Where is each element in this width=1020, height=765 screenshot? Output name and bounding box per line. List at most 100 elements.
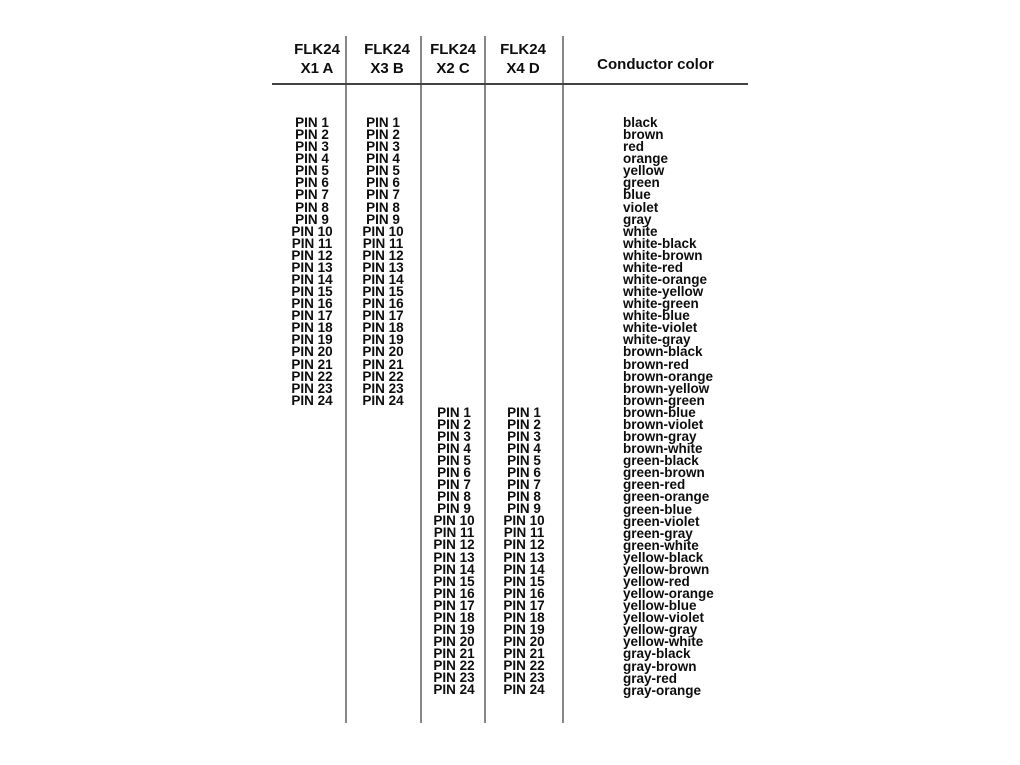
pin-label-x4d: PIN 21 [503, 646, 545, 662]
pin-label-x4d: PIN 11 [503, 525, 545, 541]
header-x4d-line1: FLK24 [500, 41, 546, 58]
conductor-color-label: black [623, 115, 658, 130]
pin-label-x3b: PIN 11 [362, 235, 404, 251]
pin-label-x4d: PIN 5 [507, 452, 541, 468]
conductor-color-label: green-blue [623, 501, 693, 517]
pin-label-x1a: PIN 8 [295, 199, 329, 215]
conductor-color-label: gray-red [623, 670, 678, 686]
pin-label-x4d: PIN 1 [507, 404, 541, 420]
conductor-color-label: yellow-orange [623, 586, 714, 602]
header-rule [272, 83, 748, 85]
header-x2c-line2: X2 C [436, 60, 470, 77]
pin-label-x3b: PIN 24 [362, 392, 404, 408]
pin-label-x4d: PIN 4 [507, 440, 541, 456]
conductor-color-label: brown-orange [623, 368, 713, 384]
conductor-color-label: violet [623, 199, 659, 215]
pin-label-x1a: PIN 16 [291, 296, 333, 312]
pin-label-x3b: PIN 13 [362, 259, 404, 275]
conductor-color-label: green [623, 175, 660, 191]
header-x3b-line2: X3 B [370, 60, 404, 77]
conductor-color-label: white-blue [623, 308, 690, 324]
column-header-x2c: FLK24 X2 C [403, 40, 503, 78]
pin-label-x2c: PIN 18 [433, 609, 475, 625]
pin-label-x2c: PIN 15 [433, 573, 475, 589]
pin-label-x3b: PIN 23 [362, 380, 404, 396]
conductor-color-label: gray-black [623, 646, 691, 662]
conductor-color-label: white-gray [623, 332, 691, 348]
conductor-color-label: yellow-black [623, 549, 704, 565]
pin-label-x3b: PIN 8 [366, 199, 400, 215]
pin-label-x4d: PIN 15 [503, 573, 545, 589]
pin-label-x3b: PIN 5 [366, 163, 400, 179]
column-divider-3 [484, 36, 486, 723]
conductor-color-label: green-orange [623, 489, 710, 505]
pin-label-x3b: PIN 17 [362, 308, 404, 324]
conductor-color-label: white-orange [623, 272, 708, 288]
pin-label-x2c: PIN 13 [433, 549, 475, 565]
pin-label-x4d: PIN 20 [503, 634, 545, 650]
conductor-color-label: white-black [623, 235, 697, 251]
conductor-color-label: blue [623, 187, 651, 203]
pin-label-x1a: PIN 21 [291, 356, 333, 372]
pin-label-x1a: PIN 22 [291, 368, 333, 384]
conductor-color-label: green-brown [623, 465, 705, 481]
conductor-color-label: gray-orange [623, 682, 702, 698]
pin-label-x2c: PIN 23 [433, 670, 475, 686]
pin-label-x3b: PIN 10 [362, 223, 404, 239]
pin-label-x4d: PIN 18 [503, 609, 545, 625]
pin-label-x1a: PIN 19 [291, 332, 333, 348]
conductor-color-label: gray [623, 211, 652, 227]
column-header-x4d: FLK24 X4 D [473, 40, 573, 78]
pin-label-x2c: PIN 21 [433, 646, 475, 662]
pin-label-x3b: PIN 19 [362, 332, 404, 348]
conductor-color-label: green-white [623, 537, 699, 553]
pin-label-x4d: PIN 12 [503, 537, 545, 553]
pin-label-x2c: PIN 22 [433, 658, 475, 674]
pin-label-x1a: PIN 13 [291, 259, 333, 275]
pin-label-x3b: PIN 6 [366, 175, 400, 191]
pin-label-x3b: PIN 18 [362, 320, 404, 336]
pin-label-x1a: PIN 3 [295, 139, 329, 155]
conductor-color-label: green-black [623, 453, 699, 469]
conductor-color-label: green-violet [623, 513, 700, 529]
conductor-color-label: yellow-violet [623, 610, 705, 626]
conductor-color-label: brown-white [623, 441, 703, 457]
header-x3b-line1: FLK24 [364, 41, 410, 58]
pin-label-x1a: PIN 20 [291, 344, 333, 360]
conductor-color-label: orange [623, 151, 669, 167]
conductor-color-label: brown-yellow [623, 380, 710, 396]
pin-label-x3b: PIN 4 [366, 151, 400, 167]
pin-list-x4d: PIN 1 PIN 2 PIN 3 PIN 4 PIN 5 PIN 6 PIN 7 PIN 8… [484, 404, 564, 696]
pin-label-x1a: PIN 4 [295, 151, 329, 167]
pin-label-x3b: PIN 20 [362, 344, 404, 360]
conductor-color-label: brown-gray [623, 429, 697, 445]
pin-label-x3b: PIN 22 [362, 368, 404, 384]
pin-label-x1a: PIN 6 [295, 175, 329, 191]
pin-label-x1a: PIN 10 [291, 223, 333, 239]
column-divider-2 [420, 36, 422, 723]
pin-label-x3b: PIN 2 [366, 127, 400, 143]
pin-label-x4d: PIN 10 [503, 513, 545, 529]
pin-label-x4d: PIN 2 [507, 416, 541, 432]
pin-label-x1a: PIN 24 [291, 392, 333, 408]
conductor-color-label: green-gray [623, 525, 693, 541]
conductor-color-label: brown-red [623, 356, 689, 372]
conductor-color-label: green-red [623, 477, 686, 493]
pin-list-x3b: PIN 1 PIN 2 PIN 3 PIN 4 PIN 5 PIN 6 PIN 7 PIN 8… [343, 116, 423, 408]
pin-label-x1a: PIN 15 [291, 284, 333, 300]
pin-label-x4d: PIN 9 [507, 501, 541, 517]
pin-label-x1a: PIN 17 [291, 308, 333, 324]
header-x4d-line2: X4 D [506, 60, 540, 77]
header-x2c-line1: FLK24 [430, 41, 476, 58]
pin-list-x2c: PIN 1 PIN 2 PIN 3 PIN 4 PIN 5 PIN 6 PIN 7 PIN 8… [414, 404, 494, 696]
conductor-color-label: brown [623, 127, 664, 143]
pin-label-x4d: PIN 22 [503, 658, 545, 674]
pin-label-x2c: PIN 4 [437, 440, 471, 456]
pin-label-x2c: PIN 1 [437, 404, 471, 420]
conductor-color-label: yellow-red [623, 573, 690, 589]
conductor-color-label: yellow [623, 163, 665, 179]
header-x1a-line1: FLK24 [294, 41, 340, 58]
pin-label-x1a: PIN 23 [291, 380, 333, 396]
conductor-color-label: white-red [623, 259, 684, 275]
